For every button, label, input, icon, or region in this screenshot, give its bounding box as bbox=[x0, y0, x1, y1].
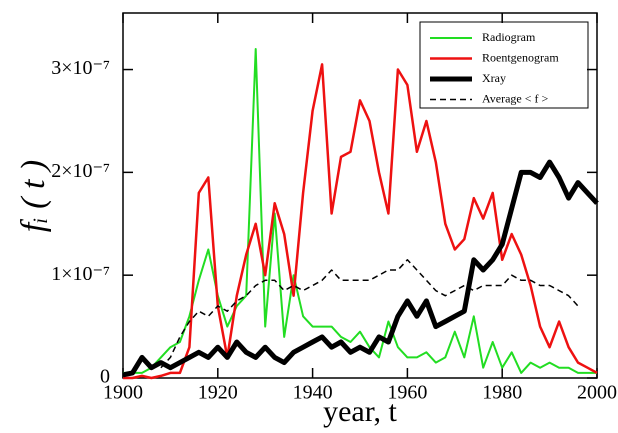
legend-box bbox=[419, 21, 589, 109]
x-tick-label: 1920 bbox=[198, 382, 238, 404]
legend-label: Radiogram bbox=[482, 30, 536, 44]
x-tick-label: 1980 bbox=[482, 382, 522, 404]
series-line bbox=[123, 63, 598, 380]
y-tick-label: 1×10⁻⁷ bbox=[51, 263, 110, 285]
x-tick-label: 2000 bbox=[577, 382, 617, 404]
y-axis-label: fᵢ ( t ) bbox=[15, 160, 52, 232]
y-tick-label: 2×10⁻⁷ bbox=[51, 160, 110, 182]
x-tick-label: 1960 bbox=[387, 382, 427, 404]
x-axis-label: year, t bbox=[323, 395, 397, 428]
series-line bbox=[123, 48, 597, 374]
legend-label: Average < f > bbox=[482, 91, 549, 105]
series-line bbox=[122, 159, 599, 378]
y-tick-label: 3×10⁻⁷ bbox=[51, 57, 110, 79]
x-tick-label: 1900 bbox=[103, 382, 143, 404]
legend-label: Xray bbox=[482, 71, 506, 85]
series-line bbox=[160, 259, 579, 369]
y-tick-label: 0 bbox=[100, 366, 110, 388]
x-tick-label: 1940 bbox=[293, 382, 333, 404]
plot-frame bbox=[122, 12, 598, 379]
legend-label: Roentgenogram bbox=[482, 50, 559, 64]
